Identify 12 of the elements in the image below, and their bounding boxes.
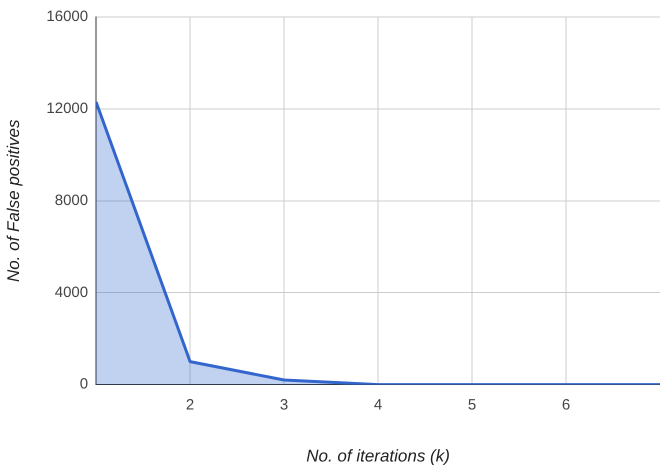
y-tick-label: 0 bbox=[80, 376, 88, 393]
y-tick-label: 8000 bbox=[54, 192, 88, 209]
x-axis-title: No. of iterations (k) bbox=[306, 446, 450, 466]
y-axis-title: No. of False positives bbox=[4, 119, 23, 282]
y-tick-label: 4000 bbox=[54, 284, 88, 301]
x-tick-label: 3 bbox=[280, 396, 288, 414]
y-tick-label: 16000 bbox=[46, 8, 88, 26]
x-tick-label: 4 bbox=[374, 396, 382, 414]
y-tick-label: 12000 bbox=[46, 100, 88, 118]
x-tick-label: 5 bbox=[468, 396, 476, 414]
x-tick-label: 6 bbox=[562, 396, 570, 414]
x-tick-label: 2 bbox=[186, 396, 194, 414]
